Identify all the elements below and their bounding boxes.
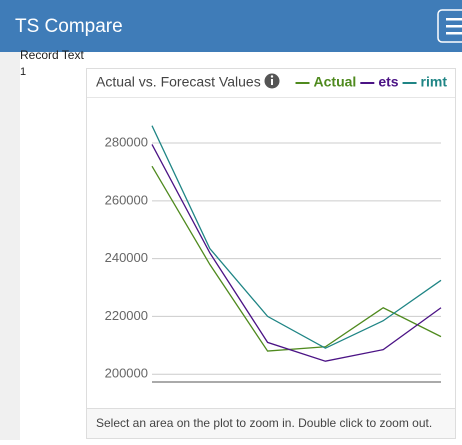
- menu-bar: [446, 32, 462, 35]
- menu-bar: [446, 18, 462, 21]
- app-title: TS Compare: [15, 16, 123, 37]
- header-bar: [0, 0, 462, 52]
- record-label: Record Text: [20, 48, 84, 62]
- info-dot: [270, 75, 274, 78]
- info-icon[interactable]: [264, 73, 280, 89]
- menu-border: [437, 9, 462, 43]
- menu-button[interactable]: [437, 9, 462, 43]
- record-value: 1: [20, 66, 26, 78]
- legend-label: Actual: [314, 74, 357, 90]
- side-strip: [0, 52, 20, 440]
- card-footer: [87, 409, 455, 438]
- zoom-hint: Select an area on the plot to zoom in. D…: [96, 416, 432, 430]
- chart-card: [86, 68, 456, 439]
- y-tick-label: 260000: [105, 192, 148, 207]
- series-line: [151, 165, 442, 352]
- series-line: [151, 144, 442, 362]
- y-tick-label: 240000: [105, 250, 148, 265]
- legend-label: ets: [378, 74, 398, 90]
- chart-title: Actual vs. Forecast Values: [96, 74, 261, 90]
- y-tick-label: 280000: [105, 134, 148, 149]
- menu-bar: [446, 25, 462, 28]
- info-stem: [271, 79, 273, 85]
- legend-label: rimt: [421, 74, 448, 90]
- y-tick-label: 200000: [105, 366, 148, 381]
- series-line: [151, 125, 442, 349]
- y-tick-label: 220000: [105, 308, 148, 323]
